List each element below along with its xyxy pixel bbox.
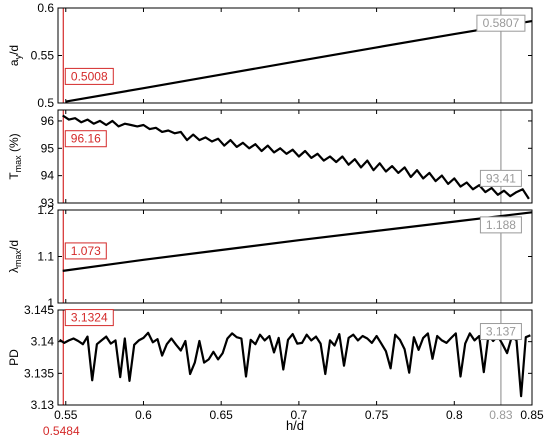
annotation-left-box [64,309,114,327]
y-tick-label: 95 [41,141,55,155]
annotation-left: 1.073 [71,244,101,258]
x-tick-label: 0.8 [446,408,463,422]
y-axis-label: ay/d [7,45,23,66]
annotation-right: 93.41 [486,171,516,185]
axes-frame [57,109,533,204]
y-tick-label: 1.1 [37,250,54,264]
annotation-right-box [479,216,522,234]
y-label-tail: /d [7,45,21,55]
y-tick-label: 96 [41,114,55,128]
x-axis-label: h/d [286,418,304,433]
x-tick-label: 0.6 [135,408,152,422]
annotation-right: 3.137 [486,325,516,339]
y-label-sub: max [13,155,23,173]
y-tick-label: 3.13 [31,398,55,412]
y-tick-label: 0.6 [37,1,54,15]
y-label-tail: (%) [7,133,21,155]
annotation-right-box [479,323,522,341]
y-tick-label: 94 [41,169,55,183]
x-tick-label: 0.75 [365,408,389,422]
panel-1: 0.5 0.55 0.6 ay/d 0.5008 0.5807 [7,1,533,110]
y-label-main: a [7,59,21,66]
y-tick-label: 3.14 [31,335,55,349]
series-line [62,211,533,272]
panel-2: 93 94 95 96 Tmax (%) 96.16 93.41 [7,109,533,210]
y-label-sub: max [13,250,23,268]
annotation-left-box [64,242,107,260]
x-tick-label: 0.55 [54,408,78,422]
x-tick-label: 0.7 [291,408,308,422]
marker-label-left: 0.5484 [43,424,80,438]
y-tick-label: 93 [41,196,55,210]
y-axis-label: Tmax (%) [7,133,23,179]
annotation-right: 1.188 [486,218,516,232]
axes-frame [57,7,533,104]
annotation-left-box [64,67,114,85]
x-tick-label: 0.85 [520,408,544,422]
y-tick-label: 0.55 [31,49,55,63]
y-axis-label: PD [7,349,21,366]
panel-3: 1 1.1 1.2 λmax/d 1.073 1.188 [7,203,533,310]
annotation-left: 0.5008 [71,69,108,83]
annotation-right-box [479,169,522,187]
marker-label-right: 0.83 [489,408,513,422]
y-label-main: PD [7,349,21,366]
series-line [65,20,533,103]
y-axis-label: λmax/d [7,240,23,273]
y-tick-label: 3.135 [24,366,54,380]
panel-4: 3.13 3.135 3.14 3.145 PD 3.1324 3.137 [7,303,533,412]
y-tick-label: 0.5 [37,96,54,110]
y-label-sub: y [13,54,23,59]
annotation-right-box [476,14,526,32]
y-tick-label: 1.2 [37,203,54,217]
annotation-left: 96.16 [71,132,101,146]
y-tick-label: 3.145 [24,303,54,317]
axes-frame [57,309,533,406]
y-label-tail: /d [7,240,21,250]
annotation-left-box [64,130,107,148]
axes-frame [57,209,533,304]
y-label-main: T [7,172,21,180]
annotation-left: 3.1324 [71,311,108,325]
annotation-right: 0.5807 [483,16,520,30]
x-tick-label: 0.65 [210,408,234,422]
y-tick-label: 1 [47,296,54,310]
y-label-main: λ [7,267,21,273]
series-line [58,331,531,398]
series-line [62,114,530,200]
